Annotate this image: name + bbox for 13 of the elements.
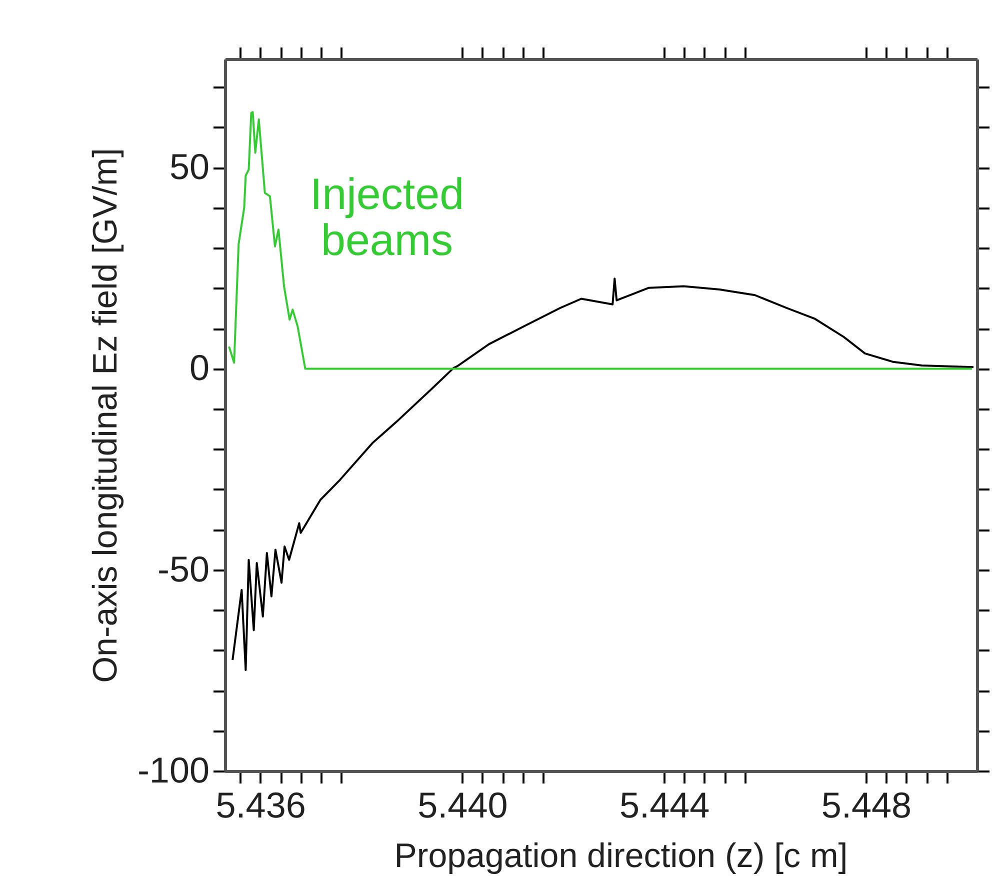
x-tick-label: 5.448 <box>821 784 912 826</box>
x-tick-label: 5.436 <box>216 784 306 826</box>
x-axis-title: Propagation direction (z) [c m] <box>394 837 848 875</box>
y-tick-label: 0 <box>189 347 210 388</box>
y-tick-label: 50 <box>169 146 210 188</box>
line-series <box>228 111 973 370</box>
x-tick-label: 5.444 <box>620 784 710 826</box>
y-tick-label: -100 <box>137 750 210 790</box>
line-series <box>232 278 974 672</box>
y-axis-title: On-axis longitudinal Ez field [GV/m] <box>86 148 124 683</box>
series-label: Injected beams <box>310 170 464 265</box>
y-tick-label: -50 <box>157 548 210 590</box>
x-tick-label: 5.440 <box>418 784 508 826</box>
